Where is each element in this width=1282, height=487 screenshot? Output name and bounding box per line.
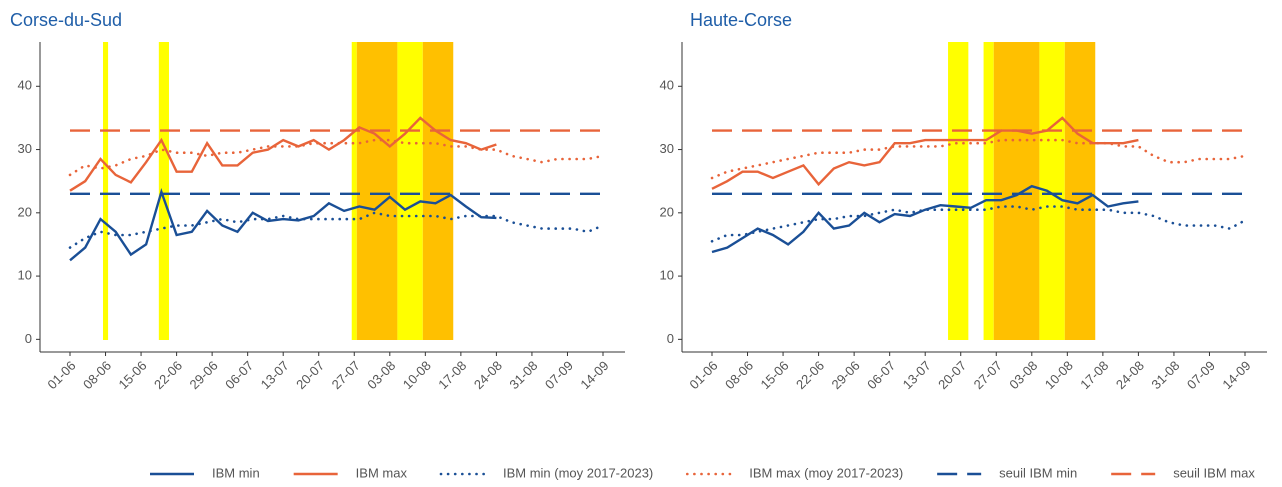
series-line bbox=[710, 205, 1247, 243]
x-tick-label: 24-08 bbox=[1113, 358, 1147, 392]
x-tick-label: 14-09 bbox=[1219, 358, 1253, 392]
x-tick-label: 31-08 bbox=[506, 358, 540, 392]
x-tick-label: 01-06 bbox=[44, 358, 78, 392]
x-tick-label: 08-06 bbox=[722, 358, 756, 392]
x-tick-label: 20-07 bbox=[935, 358, 969, 392]
panel-title: Corse-du-Sud bbox=[10, 10, 122, 30]
x-tick-label: 01-06 bbox=[686, 358, 720, 392]
series-line bbox=[711, 116, 1139, 190]
legend-label: IBM min bbox=[212, 465, 260, 480]
x-tick-label: 17-08 bbox=[435, 358, 469, 392]
alert-band bbox=[356, 42, 398, 340]
x-tick-label: 07-09 bbox=[542, 358, 576, 392]
y-tick-label: 0 bbox=[25, 331, 32, 346]
x-tick-label: 31-08 bbox=[1148, 358, 1182, 392]
y-tick-label: 30 bbox=[660, 141, 674, 156]
x-tick-label: 24-08 bbox=[471, 358, 505, 392]
panel-title: Haute-Corse bbox=[690, 10, 792, 30]
x-tick-label: 22-06 bbox=[151, 358, 185, 392]
legend-label: seuil IBM min bbox=[999, 465, 1077, 480]
legend-label: seuil IBM max bbox=[1173, 465, 1255, 480]
series-line bbox=[68, 138, 605, 177]
x-tick-label: 15-06 bbox=[758, 358, 792, 392]
alert-band bbox=[102, 42, 109, 340]
alert-band bbox=[993, 42, 1040, 340]
x-tick-label: 06-07 bbox=[864, 358, 898, 392]
legend-label: IBM max bbox=[356, 465, 408, 480]
x-tick-label: 22-06 bbox=[793, 358, 827, 392]
x-tick-label: 29-06 bbox=[187, 358, 221, 392]
y-tick-label: 40 bbox=[660, 78, 674, 93]
x-tick-label: 17-08 bbox=[1077, 358, 1111, 392]
alert-band bbox=[1039, 42, 1065, 340]
x-tick-label: 13-07 bbox=[900, 358, 934, 392]
alert-band bbox=[1064, 42, 1096, 340]
x-tick-label: 03-08 bbox=[1006, 358, 1040, 392]
series-line bbox=[710, 138, 1247, 180]
legend-label: IBM min (moy 2017-2023) bbox=[503, 465, 653, 480]
x-tick-label: 06-07 bbox=[222, 358, 256, 392]
y-tick-label: 10 bbox=[18, 268, 32, 283]
x-tick-label: 15-06 bbox=[116, 358, 150, 392]
y-tick-label: 10 bbox=[660, 268, 674, 283]
series-line bbox=[711, 184, 1139, 254]
x-tick-label: 27-07 bbox=[329, 358, 363, 392]
y-tick-label: 30 bbox=[18, 141, 32, 156]
x-tick-label: 29-06 bbox=[829, 358, 863, 392]
x-tick-label: 20-07 bbox=[293, 358, 327, 392]
series-line bbox=[68, 211, 605, 249]
x-tick-label: 10-08 bbox=[1042, 358, 1076, 392]
y-tick-label: 40 bbox=[18, 78, 32, 93]
x-tick-label: 14-09 bbox=[577, 358, 611, 392]
y-tick-label: 20 bbox=[18, 204, 32, 219]
legend-label: IBM max (moy 2017-2023) bbox=[749, 465, 903, 480]
x-tick-label: 10-08 bbox=[400, 358, 434, 392]
series-line bbox=[69, 187, 497, 262]
alert-band bbox=[983, 42, 994, 340]
alert-band bbox=[397, 42, 423, 340]
alert-band bbox=[948, 42, 969, 340]
series-line bbox=[69, 116, 497, 192]
alert-band bbox=[158, 42, 169, 340]
y-tick-label: 20 bbox=[660, 204, 674, 219]
alert-band bbox=[422, 42, 454, 340]
y-tick-label: 0 bbox=[667, 331, 674, 346]
x-tick-label: 27-07 bbox=[971, 358, 1005, 392]
legend: IBM min IBM max IBM min (moy 2017-2023) IBM… bbox=[150, 465, 1255, 480]
x-tick-label: 07-09 bbox=[1184, 358, 1218, 392]
x-tick-label: 03-08 bbox=[364, 358, 398, 392]
x-tick-label: 08-06 bbox=[80, 358, 114, 392]
x-tick-label: 13-07 bbox=[258, 358, 292, 392]
alert-band bbox=[351, 42, 357, 340]
